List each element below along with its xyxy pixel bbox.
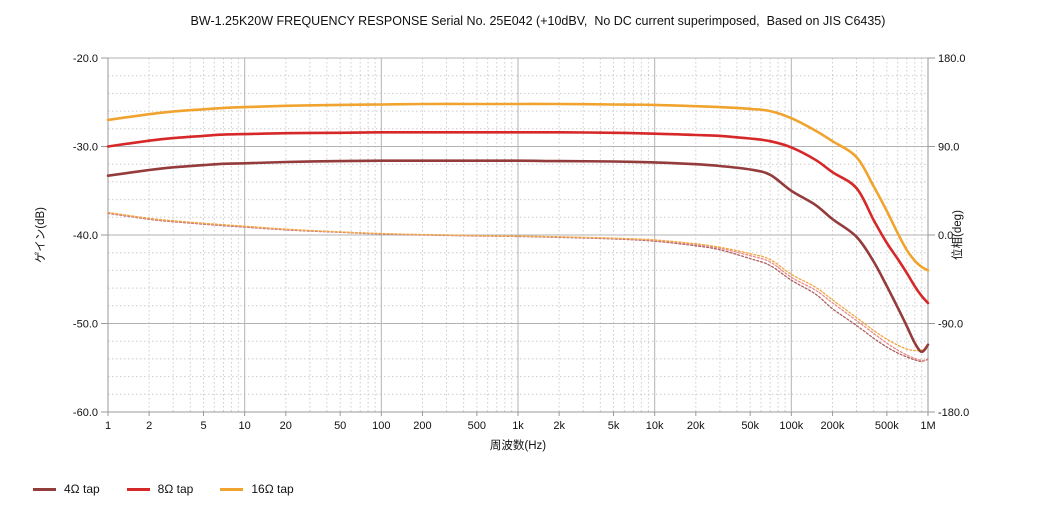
x-tick-label: 5k (608, 420, 620, 432)
legend-swatch-8ohm-tap (126, 487, 150, 491)
gain-8ohm-curve (106, 131, 930, 305)
gain-tick-label: -20.0 (73, 53, 98, 65)
x-tick-label: 10 (239, 420, 251, 432)
legend-swatch-4ohm-tap (33, 487, 56, 491)
phase-tick-label: -180.0 (938, 407, 969, 419)
x-tick-label: 2 (146, 420, 152, 432)
legend-swatch-16ohm-tap (220, 487, 244, 491)
x-tick-label: 1 (105, 420, 111, 432)
x-tick-label: 1M (920, 420, 935, 432)
x-tick-label: 500 (468, 420, 486, 432)
phase-16ohm-curve (107, 211, 929, 352)
x-tick-label: 200 (413, 420, 431, 432)
y-left-axis-title: ゲイン(dB) (34, 207, 47, 263)
x-tick-label: 1k (512, 420, 524, 432)
x-tick-label: 10k (646, 420, 664, 432)
x-tick-label: 100k (779, 420, 803, 432)
phase-tick-label: 90.0 (938, 142, 959, 154)
gain-16ohm-curve (106, 102, 930, 272)
phase-4ohm-curve (107, 212, 929, 363)
legend-label-16ohm-tap: 16Ω tap (251, 482, 294, 496)
gain-tick-label: -40.0 (73, 230, 98, 242)
legend: 4Ω tap 8Ω tap 16Ω tap (33, 482, 294, 496)
x-tick-label: 20k (687, 420, 705, 432)
gain-tick-label: -50.0 (73, 319, 98, 331)
y-left-ticks: -20.0 -30.0 -40.0 -50.0 -60.0 (73, 53, 108, 419)
gain-tick-label: -30.0 (73, 142, 98, 154)
y-right-ticks: 180.0 90.0 0.0 -90.0 -180.0 (928, 53, 969, 419)
legend-item-16ohm-tap: 16Ω tap (220, 482, 294, 496)
x-tick-label: 50k (741, 420, 759, 432)
x-axis-title: 周波数(Hz) (490, 438, 546, 452)
legend-label-8ohm-tap: 8Ω tap (157, 482, 194, 496)
phase-tick-label: -90.0 (938, 319, 963, 331)
x-tick-label: 2k (553, 420, 565, 432)
legend-item-8ohm-tap: 8Ω tap (126, 482, 194, 496)
x-tick-label: 100 (372, 420, 390, 432)
gain-tick-label: -60.0 (73, 407, 98, 419)
x-tick-label: 200k (821, 420, 845, 432)
chart-title: BW-1.25K20W FREQUENCY RESPONSE Serial No… (190, 14, 886, 28)
x-tick-label: 20 (280, 420, 292, 432)
gain-4ohm-curve (106, 159, 930, 354)
legend-label-4ohm-tap: 4Ω tap (64, 482, 100, 496)
phase-tick-label: 0.0 (938, 230, 953, 242)
y-right-axis-title: 位相(deg) (950, 210, 964, 260)
x-tick-label: 5 (200, 420, 206, 432)
x-tick-label: 50 (334, 420, 346, 432)
x-tick-label: 500k (875, 420, 899, 432)
x-axis-ticks: 1 2 5 10 20 50 100 200 500 1k 2k 5k 10k 20k 50k 100k 200… (105, 412, 936, 432)
legend-item-4ohm-tap: 4Ω tap (33, 482, 100, 496)
phase-tick-label: 180.0 (938, 53, 966, 65)
curves (106, 102, 930, 363)
